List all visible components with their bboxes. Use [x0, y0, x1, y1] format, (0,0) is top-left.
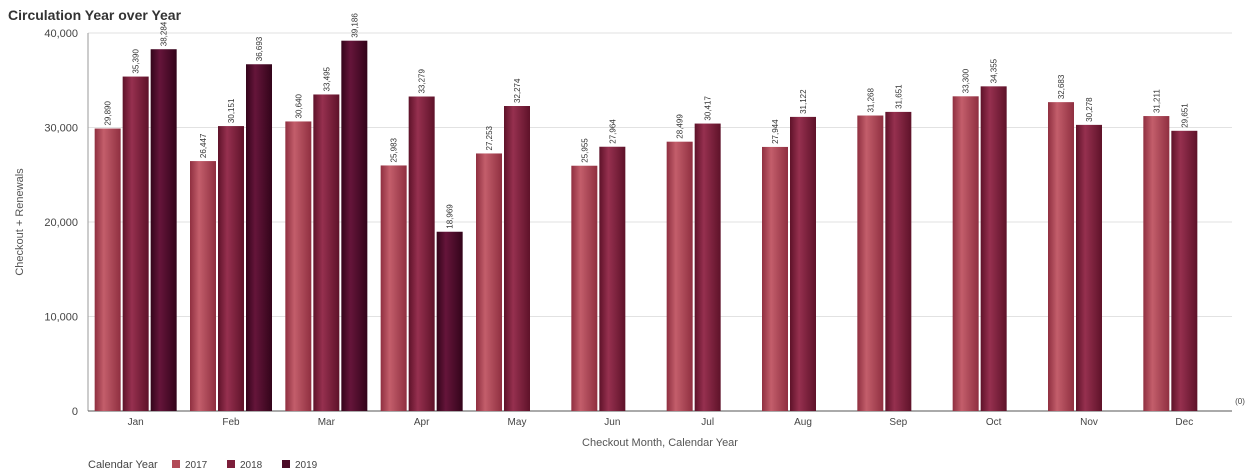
- bars: [94, 40, 1198, 412]
- legend-swatch-2018: [227, 460, 235, 468]
- bar-2017: [1048, 102, 1074, 411]
- data-label: 18,969: [446, 204, 455, 229]
- bar-2019: [436, 231, 463, 411]
- x-tick-label: Dec: [1175, 417, 1193, 428]
- bar-2019: [246, 64, 272, 411]
- data-label: 36,693: [255, 36, 264, 61]
- bar-2017: [285, 121, 312, 412]
- chart-title: Circulation Year over Year: [8, 7, 182, 23]
- bar-2017: [762, 146, 788, 411]
- data-label: 32,683: [1057, 74, 1066, 99]
- data-label: 27,964: [608, 119, 617, 144]
- y-tick-label: 20,000: [44, 217, 78, 229]
- data-label: 31,268: [866, 87, 875, 112]
- bar-2017: [952, 96, 979, 411]
- bar-2018: [1171, 130, 1198, 412]
- data-label: 33,495: [322, 66, 331, 91]
- data-label: 39,186: [350, 13, 359, 38]
- data-label: 31,651: [894, 84, 903, 109]
- data-label: 35,390: [132, 49, 141, 74]
- x-tick-label: May: [508, 417, 527, 428]
- x-tick-label: Jul: [701, 417, 714, 428]
- bar-2017: [190, 161, 216, 411]
- data-label: 34,355: [990, 58, 999, 83]
- bar-2018: [1076, 124, 1102, 412]
- data-label: 25,983: [390, 137, 399, 162]
- bar-2017: [857, 115, 884, 412]
- bar-2018: [790, 116, 816, 412]
- y-axis-title: Checkout + Renewals: [14, 168, 26, 276]
- legend-label-2018: 2018: [240, 460, 263, 471]
- x-tick-label: Jun: [604, 417, 620, 428]
- bar-2018: [122, 76, 149, 411]
- legend-swatch-2017: [172, 460, 180, 468]
- y-tick-label: 0: [72, 406, 78, 418]
- data-labels: 29,890 35,390 38,284 26,447 30,151 36,693 30,6…: [104, 13, 1190, 229]
- bar-2017: [380, 165, 407, 411]
- gridlines: [88, 32, 1232, 317]
- bar-2018: [885, 111, 912, 412]
- data-label: 31,122: [799, 89, 808, 114]
- bar-2017: [1143, 116, 1170, 411]
- data-label: 38,284: [160, 21, 169, 46]
- bar-2018: [408, 96, 435, 411]
- data-label: 30,278: [1085, 97, 1094, 122]
- data-label: 27,253: [485, 125, 494, 150]
- data-label: 29,651: [1180, 103, 1189, 128]
- data-label: 29,890: [104, 101, 113, 126]
- bar-2019: [150, 49, 177, 412]
- bar-2017: [571, 165, 598, 411]
- x-tick-label: Feb: [222, 417, 240, 428]
- data-label: 26,447: [199, 133, 208, 158]
- data-label: 33,279: [418, 68, 427, 93]
- y-tick-label: 40,000: [44, 28, 78, 40]
- x-axis-title: Checkout Month, Calendar Year: [582, 437, 738, 449]
- y-tick-label: 30,000: [44, 123, 78, 135]
- legend: Calendar Year 2017 2018 2019: [88, 459, 318, 471]
- corner-note: (0): [1235, 397, 1245, 406]
- x-tick-label: Jan: [128, 417, 144, 428]
- bar-2017: [94, 128, 121, 412]
- bar-2017: [666, 141, 693, 411]
- x-tick-label: Nov: [1080, 417, 1098, 428]
- bar-2018: [694, 123, 721, 411]
- legend-label-2019: 2019: [295, 460, 318, 471]
- data-label: 25,955: [580, 138, 589, 163]
- data-label: 31,211: [1152, 89, 1161, 113]
- bar-2018: [218, 126, 244, 411]
- bar-2018: [313, 94, 340, 411]
- axes: 0 10,000 20,000 30,000 40,000 Jan Feb Mar Apr May…: [44, 28, 1232, 428]
- legend-swatch-2019: [282, 460, 290, 468]
- data-label: 30,417: [704, 96, 713, 121]
- data-label: 33,300: [962, 68, 971, 93]
- bar-2019: [341, 40, 368, 412]
- data-label: 28,499: [676, 114, 685, 139]
- data-label: 32,274: [513, 78, 522, 103]
- bar-2017: [476, 153, 502, 411]
- legend-label-2017: 2017: [185, 460, 208, 471]
- x-tick-label: Sep: [889, 417, 907, 428]
- x-tick-label: Aug: [794, 417, 812, 428]
- data-label: 30,640: [294, 93, 303, 118]
- x-tick-label: Oct: [986, 417, 1002, 428]
- data-label: 27,944: [771, 119, 780, 144]
- x-tick-label: Apr: [414, 417, 430, 428]
- bar-2018: [599, 146, 626, 411]
- y-tick-label: 10,000: [44, 312, 78, 324]
- bar-2018: [980, 86, 1007, 412]
- bar-2018: [504, 106, 530, 412]
- legend-title: Calendar Year: [88, 459, 158, 471]
- x-tick-label: Mar: [318, 417, 336, 428]
- data-label: 30,151: [227, 98, 236, 123]
